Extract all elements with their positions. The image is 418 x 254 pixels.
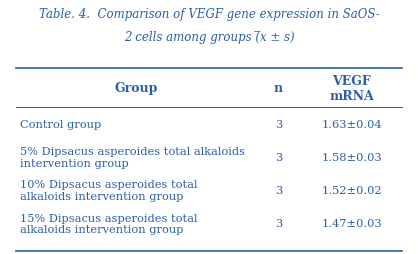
Text: 5% Dipsacus asperoides total alkaloids
intervention group: 5% Dipsacus asperoides total alkaloids i… [20,147,245,168]
Text: 1.47±0.03: 1.47±0.03 [321,218,382,229]
Text: 15% Dipsacus asperoides total
alkaloids intervention group: 15% Dipsacus asperoides total alkaloids … [20,213,198,234]
Text: 1.52±0.02: 1.52±0.02 [321,185,382,196]
Text: VEGF
mRNA: VEGF mRNA [329,74,374,102]
Text: 1.63±0.04: 1.63±0.04 [321,119,382,130]
Text: 3: 3 [275,119,282,130]
Text: 3: 3 [275,218,282,229]
Text: 2 cells among groups (̅x ± s): 2 cells among groups (̅x ± s) [124,30,294,43]
Text: 1.58±0.03: 1.58±0.03 [321,152,382,163]
Text: n: n [274,82,283,95]
Text: Table. 4.  Comparison of VEGF gene expression in SaOS-: Table. 4. Comparison of VEGF gene expres… [38,8,380,21]
Text: Group: Group [114,82,158,95]
Text: 3: 3 [275,185,282,196]
Text: Control group: Control group [20,119,102,130]
Text: 3: 3 [275,152,282,163]
Text: 10% Dipsacus asperoides total
alkaloids intervention group: 10% Dipsacus asperoides total alkaloids … [20,180,198,201]
